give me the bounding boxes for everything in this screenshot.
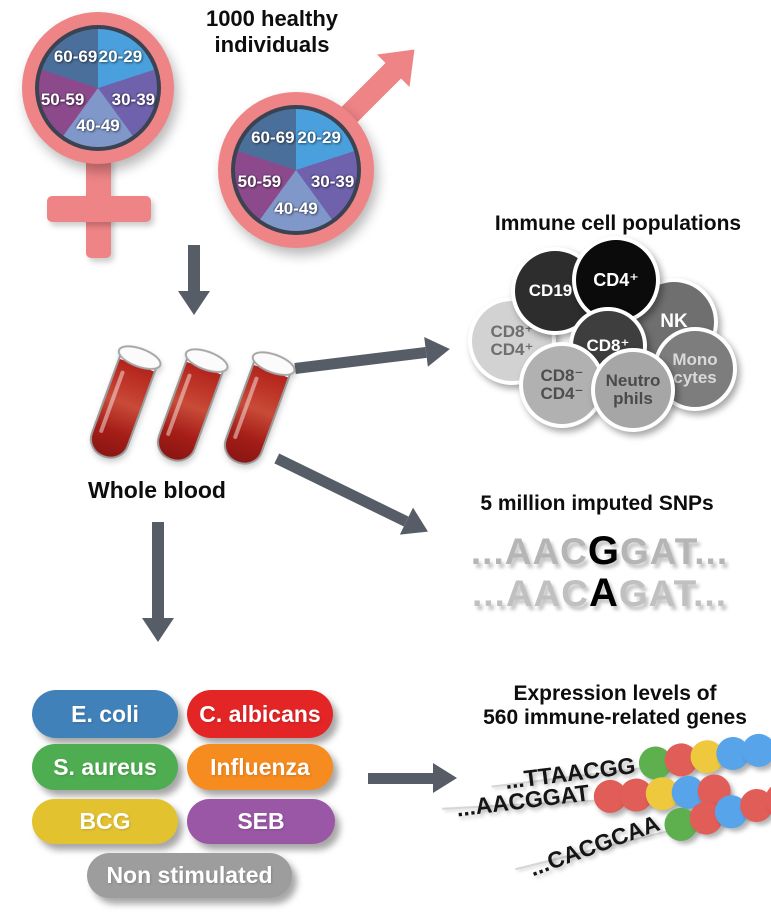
age-label: 20-29	[98, 47, 143, 67]
arrow-blood-to-cells-icon	[293, 334, 452, 383]
stimulus-pill-s-aureus: S. aureus	[32, 744, 178, 790]
arrow-cohort-to-blood-icon	[178, 245, 210, 315]
age-label: 20-29	[297, 128, 341, 148]
male-age-pie-chart: 20-29 30-39 40-49 50-59 60-69	[235, 109, 357, 231]
blood-tube-icon	[81, 340, 165, 465]
age-label: 40-49	[76, 115, 120, 135]
female-ring: 20-29 30-39 40-49 50-59 60-69	[22, 12, 174, 164]
age-label: 30-39	[310, 172, 355, 192]
stimulus-pill-c-albicans: C. albicans	[187, 690, 333, 738]
stimulus-pill-influenza: Influenza	[187, 744, 333, 790]
cohort-title: 1000 healthy individuals	[205, 6, 339, 57]
snp-sequence-row: ...AACAGAT...	[472, 571, 727, 615]
cell-neutrophils-circle: Neutro phils	[591, 348, 675, 432]
age-label: 60-69	[251, 128, 295, 148]
male-ring: 20-29 30-39 40-49 50-59 60-69	[218, 92, 374, 248]
age-label: 50-59	[237, 172, 282, 192]
age-label: 30-39	[111, 89, 156, 109]
female-age-pie-chart: 20-29 30-39 40-49 50-59 60-69	[39, 29, 157, 147]
female-pie-border: 20-29 30-39 40-49 50-59 60-69	[35, 25, 161, 151]
stimulus-pill-e-coli: E. coli	[32, 690, 178, 738]
stimulus-pill-bcg: BCG	[32, 799, 178, 844]
stimulus-pill-non-stimulated: Non stimulated	[87, 853, 292, 898]
blood-tubes-group	[84, 338, 308, 471]
expression-title: Expression levels of 560 immune-related …	[483, 682, 747, 730]
gene-sequence: ...CACGCAA	[525, 809, 663, 881]
female-symbol-crossbar	[47, 196, 151, 222]
age-label: 50-59	[40, 89, 85, 109]
arrow-stimuli-to-expression-icon	[368, 763, 457, 793]
age-label: 40-49	[274, 199, 318, 219]
gene-sequence: ...AACGGAT	[454, 778, 591, 822]
stimulus-pill-seb: SEB	[187, 799, 335, 844]
snp-variant-letter: A	[589, 571, 619, 615]
snp-variant-letter: G	[587, 529, 621, 573]
male-pie-border: 20-29 30-39 40-49 50-59 60-69	[231, 105, 361, 235]
arrow-blood-to-stimuli-icon	[142, 522, 174, 642]
whole-blood-label: Whole blood	[88, 477, 226, 503]
age-label: 60-69	[53, 47, 98, 67]
immune-cells-title: Immune cell populations	[494, 212, 742, 235]
snp-sequence-row: ...AACGGAT...	[470, 529, 729, 573]
snps-title: 5 million imputed SNPs	[480, 492, 714, 515]
